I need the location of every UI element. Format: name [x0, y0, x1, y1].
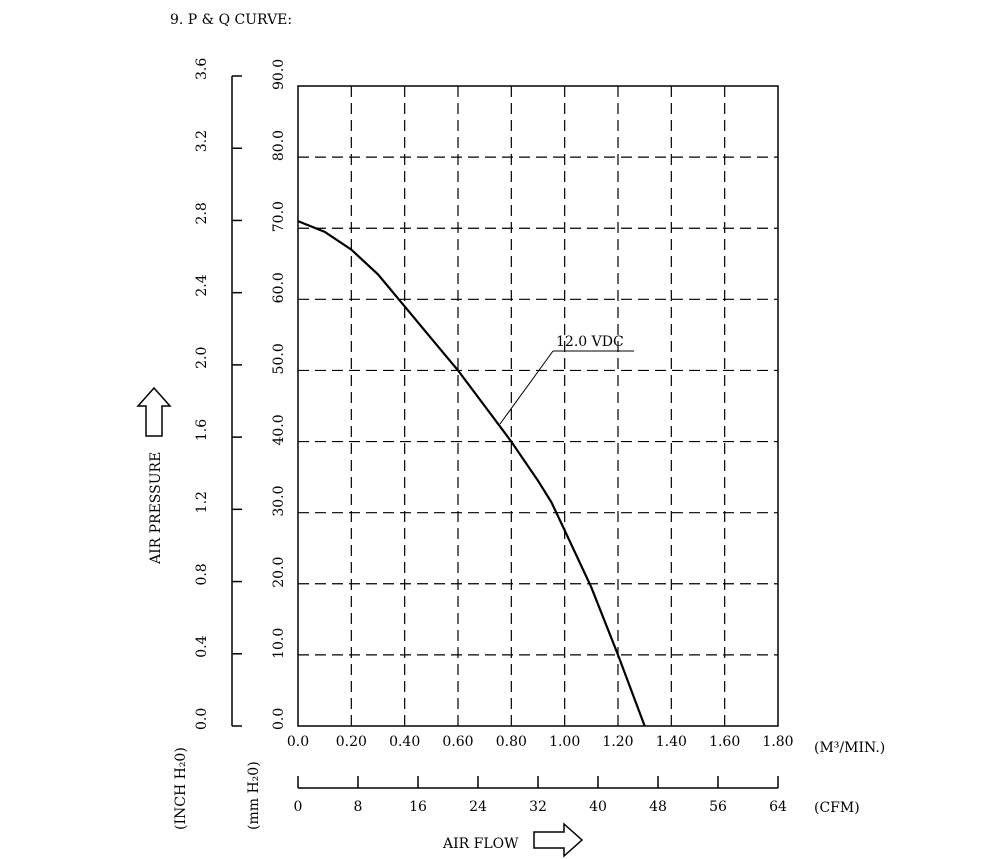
y-axis-tick-label: 30.0: [271, 485, 287, 516]
x-axis-tick-label: 0.0: [287, 734, 309, 750]
y-axis-secondary-tick-label: 0.4: [194, 635, 210, 657]
x-axis-tick-label: 1.60: [709, 734, 740, 750]
y-axis-tick-label: 20.0: [271, 557, 287, 588]
y-axis-secondary-tick-label: 0.8: [194, 563, 210, 585]
y-axis-secondary-tick-label: 1.2: [194, 491, 210, 513]
x-axis-secondary-unit: (CFM): [814, 800, 860, 816]
x-axis-secondary-tick-label: 32: [529, 799, 547, 815]
x-axis-tick-label: 0.40: [389, 734, 420, 750]
y-axis-tick-label: 80.0: [271, 130, 287, 161]
x-axis-title: AIR FLOW: [442, 836, 519, 852]
series-12vdc-curve: [297, 220, 646, 727]
y-axis-unit: (mm H₂0): [246, 761, 262, 830]
x-axis-secondary-tick-label: 8: [354, 799, 363, 815]
x-axis-secondary: 0 8 16 24 32 40 48 56 64: [294, 776, 787, 815]
y-axis-secondary-tick-label: 3.2: [194, 130, 210, 152]
plot-border: [297, 85, 779, 727]
x-axis-tick-labels: 0.0 0.20 0.40 0.60 0.80 1.00 1.20 1.40 1.60 1.80: [287, 734, 794, 750]
y-axis-title: AIR PRESSURE: [148, 452, 164, 565]
x-axis-secondary-tick-label: 24: [469, 799, 487, 815]
x-axis-tick-label: 1.80: [762, 734, 793, 750]
y-axis-tick-label: 90.0: [271, 59, 287, 90]
y-axis-secondary-tick-label: 1.6: [194, 419, 210, 441]
y-axis-secondary-tick-label: 3.6: [194, 58, 210, 80]
y-axis-secondary-tick-label: 2.0: [194, 347, 210, 369]
y-axis-tick-label: 0.0: [271, 708, 287, 730]
y-axis-secondary-tick-label: 2.4: [194, 274, 210, 296]
right-arrow-icon: [533, 822, 584, 858]
y-axis-tick-label: 60.0: [271, 272, 287, 303]
x-axis-secondary-tick-label: 48: [649, 799, 667, 815]
x-axis-tick-label: 0.60: [442, 734, 473, 750]
chart-title: 9. P & Q CURVE:: [170, 12, 292, 28]
up-arrow-icon: [136, 386, 172, 437]
series-label: 12.0 VDC: [556, 334, 624, 350]
x-axis-tick-label: 0.20: [336, 734, 367, 750]
y-axis-secondary-tick-label: 2.8: [194, 202, 210, 224]
y-axis-tick-label: 10.0: [271, 628, 287, 659]
x-axis-tick-label: 0.80: [496, 734, 527, 750]
y-axis-tick-label: 50.0: [271, 343, 287, 374]
x-axis-secondary-tick-label: 64: [769, 799, 787, 815]
y-axis-tick-labels: 0.0 10.0 20.0 30.0 40.0 50.0 60.0 70.0 80.0 90.0: [271, 59, 287, 730]
x-axis-tick-label: 1.20: [602, 734, 633, 750]
x-axis-unit: (M³/MIN.): [814, 740, 885, 756]
y-axis-secondary: 0.0 0.4 0.8 1.2 1.6 2.0 2.4 2.8 3.2 3.6: [194, 58, 242, 730]
x-axis-tick-label: 1.00: [549, 734, 580, 750]
x-axis-secondary-tick-label: 0: [294, 799, 303, 815]
x-axis-secondary-tick-label: 40: [589, 799, 607, 815]
y-axis-tick-label: 40.0: [271, 414, 287, 445]
y-axis-tick-label: 70.0: [271, 201, 287, 232]
y-axis-secondary-unit: (INCH H₂0): [173, 747, 189, 830]
series-label-leader: [499, 350, 554, 425]
x-axis-tick-label: 1.40: [656, 734, 687, 750]
x-axis-secondary-tick-label: 16: [409, 799, 427, 815]
x-axis-secondary-tick-label: 56: [709, 799, 727, 815]
grid: [298, 86, 778, 726]
y-axis-secondary-tick-label: 0.0: [194, 708, 210, 730]
